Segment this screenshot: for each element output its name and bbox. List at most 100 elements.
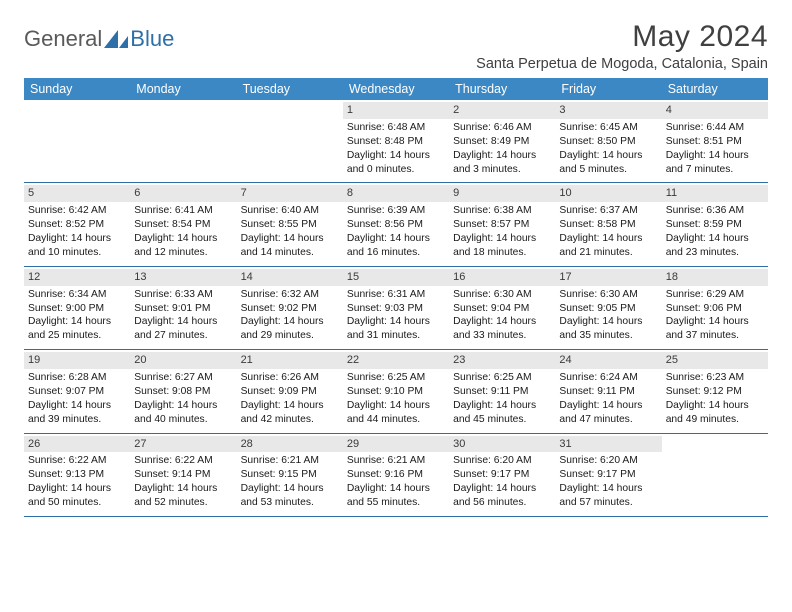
sunrise-line: Sunrise: 6:42 AM [28, 204, 126, 218]
sunrise-line: Sunrise: 6:20 AM [453, 454, 551, 468]
day-cell: 19Sunrise: 6:28 AMSunset: 9:07 PMDayligh… [24, 350, 130, 432]
daylight-line: Daylight: 14 hours and 12 minutes. [134, 232, 232, 260]
day-number: 13 [130, 269, 236, 286]
daylight-line: Daylight: 14 hours and 35 minutes. [559, 315, 657, 343]
day-cell: 23Sunrise: 6:25 AMSunset: 9:11 PMDayligh… [449, 350, 555, 432]
sunset-line: Sunset: 9:01 PM [134, 302, 232, 316]
day-cell: 24Sunrise: 6:24 AMSunset: 9:11 PMDayligh… [555, 350, 661, 432]
sunrise-line: Sunrise: 6:30 AM [453, 288, 551, 302]
daylight-line: Daylight: 14 hours and 10 minutes. [28, 232, 126, 260]
day-cell: 9Sunrise: 6:38 AMSunset: 8:57 PMDaylight… [449, 183, 555, 265]
day-number: 1 [343, 102, 449, 119]
day-header: Monday [130, 78, 236, 100]
week-row: 19Sunrise: 6:28 AMSunset: 9:07 PMDayligh… [24, 350, 768, 433]
day-cell [130, 100, 236, 182]
week-row: 12Sunrise: 6:34 AMSunset: 9:00 PMDayligh… [24, 267, 768, 350]
day-cell: 16Sunrise: 6:30 AMSunset: 9:04 PMDayligh… [449, 267, 555, 349]
day-header: Tuesday [237, 78, 343, 100]
sunset-line: Sunset: 8:52 PM [28, 218, 126, 232]
day-number: 26 [24, 436, 130, 453]
sunset-line: Sunset: 9:02 PM [241, 302, 339, 316]
day-cell: 29Sunrise: 6:21 AMSunset: 9:16 PMDayligh… [343, 434, 449, 516]
daylight-line: Daylight: 14 hours and 42 minutes. [241, 399, 339, 427]
sunset-line: Sunset: 9:16 PM [347, 468, 445, 482]
daylight-line: Daylight: 14 hours and 53 minutes. [241, 482, 339, 510]
daylight-line: Daylight: 14 hours and 56 minutes. [453, 482, 551, 510]
sunrise-line: Sunrise: 6:29 AM [666, 288, 764, 302]
day-cell: 18Sunrise: 6:29 AMSunset: 9:06 PMDayligh… [662, 267, 768, 349]
day-cell: 12Sunrise: 6:34 AMSunset: 9:00 PMDayligh… [24, 267, 130, 349]
sunset-line: Sunset: 9:00 PM [28, 302, 126, 316]
day-number: 10 [555, 185, 661, 202]
sunset-line: Sunset: 9:17 PM [453, 468, 551, 482]
logo-text-general: General [24, 26, 102, 52]
sunset-line: Sunset: 9:15 PM [241, 468, 339, 482]
day-cell: 10 Sunrise: 6:37 AMSunset: 8:58 PMDayligh… [555, 183, 661, 265]
day-cell: 6Sunrise: 6:41 AMSunset: 8:54 PMDaylight… [130, 183, 236, 265]
day-cell: 21Sunrise: 6:26 AMSunset: 9:09 PMDayligh… [237, 350, 343, 432]
day-number: 22 [343, 352, 449, 369]
sunset-line: Sunset: 8:58 PM [559, 218, 657, 232]
sunset-line: Sunset: 9:13 PM [28, 468, 126, 482]
day-cell: 4Sunrise: 6:44 AMSunset: 8:51 PMDaylight… [662, 100, 768, 182]
title-block: May 2024 Santa Perpetua de Mogoda, Catal… [476, 20, 768, 72]
day-cell: 15Sunrise: 6:31 AMSunset: 9:03 PMDayligh… [343, 267, 449, 349]
sunrise-line: Sunrise: 6:39 AM [347, 204, 445, 218]
sunset-line: Sunset: 9:04 PM [453, 302, 551, 316]
day-cell: 28Sunrise: 6:21 AMSunset: 9:15 PMDayligh… [237, 434, 343, 516]
sunrise-line: Sunrise: 6:46 AM [453, 121, 551, 135]
daylight-line: Daylight: 14 hours and 39 minutes. [28, 399, 126, 427]
daylight-line: Daylight: 14 hours and 47 minutes. [559, 399, 657, 427]
daylight-line: Daylight: 14 hours and 49 minutes. [666, 399, 764, 427]
daylight-line: Daylight: 14 hours and 55 minutes. [347, 482, 445, 510]
daylight-line: Daylight: 14 hours and 14 minutes. [241, 232, 339, 260]
logo-text-blue: Blue [130, 26, 174, 52]
sunset-line: Sunset: 8:48 PM [347, 135, 445, 149]
day-cell: 1Sunrise: 6:48 AMSunset: 8:48 PMDaylight… [343, 100, 449, 182]
day-cell [662, 434, 768, 516]
day-number: 3 [555, 102, 661, 119]
sunset-line: Sunset: 9:08 PM [134, 385, 232, 399]
sunset-line: Sunset: 9:05 PM [559, 302, 657, 316]
sunset-line: Sunset: 8:49 PM [453, 135, 551, 149]
sunrise-line: Sunrise: 6:32 AM [241, 288, 339, 302]
sunrise-line: Sunrise: 6:26 AM [241, 371, 339, 385]
sunrise-line: Sunrise: 6:48 AM [347, 121, 445, 135]
day-header: Wednesday [343, 78, 449, 100]
sunrise-line: Sunrise: 6:45 AM [559, 121, 657, 135]
daylight-line: Daylight: 14 hours and 52 minutes. [134, 482, 232, 510]
day-cell: 25Sunrise: 6:23 AMSunset: 9:12 PMDayligh… [662, 350, 768, 432]
day-number: 11 [662, 185, 768, 202]
day-number: 23 [449, 352, 555, 369]
daylight-line: Daylight: 14 hours and 33 minutes. [453, 315, 551, 343]
week-row: 1Sunrise: 6:48 AMSunset: 8:48 PMDaylight… [24, 100, 768, 183]
day-cell: 22Sunrise: 6:25 AMSunset: 9:10 PMDayligh… [343, 350, 449, 432]
sunset-line: Sunset: 8:55 PM [241, 218, 339, 232]
sunrise-line: Sunrise: 6:33 AM [134, 288, 232, 302]
sunrise-line: Sunrise: 6:44 AM [666, 121, 764, 135]
day-number: 19 [24, 352, 130, 369]
sunrise-line: Sunrise: 6:37 AM [559, 204, 657, 218]
sunset-line: Sunset: 9:14 PM [134, 468, 232, 482]
sunset-line: Sunset: 8:51 PM [666, 135, 764, 149]
daylight-line: Daylight: 14 hours and 16 minutes. [347, 232, 445, 260]
day-cell: 11Sunrise: 6:36 AMSunset: 8:59 PMDayligh… [662, 183, 768, 265]
day-number: 17 [555, 269, 661, 286]
sunrise-line: Sunrise: 6:34 AM [28, 288, 126, 302]
daylight-line: Daylight: 14 hours and 25 minutes. [28, 315, 126, 343]
day-number: 27 [130, 436, 236, 453]
daylight-line: Daylight: 14 hours and 21 minutes. [559, 232, 657, 260]
day-number: 24 [555, 352, 661, 369]
day-cell [237, 100, 343, 182]
day-cell: 31Sunrise: 6:20 AMSunset: 9:17 PMDayligh… [555, 434, 661, 516]
day-number: 6 [130, 185, 236, 202]
sunset-line: Sunset: 8:50 PM [559, 135, 657, 149]
day-number: 15 [343, 269, 449, 286]
week-row: 5Sunrise: 6:42 AMSunset: 8:52 PMDaylight… [24, 183, 768, 266]
day-header: Sunday [24, 78, 130, 100]
sunset-line: Sunset: 9:12 PM [666, 385, 764, 399]
sunrise-line: Sunrise: 6:28 AM [28, 371, 126, 385]
daylight-line: Daylight: 14 hours and 40 minutes. [134, 399, 232, 427]
day-cell: 3Sunrise: 6:45 AMSunset: 8:50 PMDaylight… [555, 100, 661, 182]
month-title: May 2024 [476, 20, 768, 54]
